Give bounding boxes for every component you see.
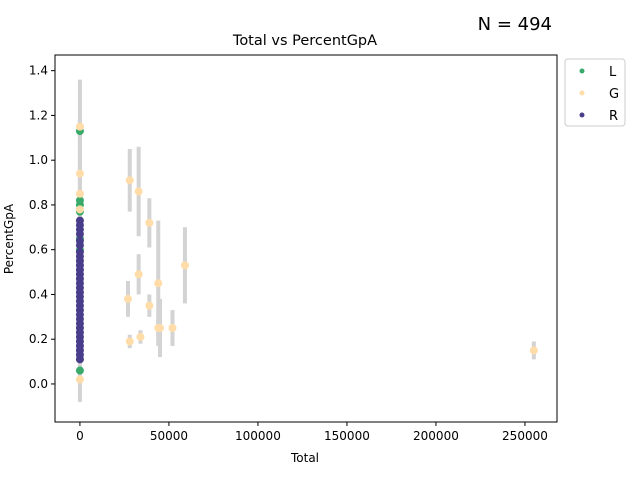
x-axis-label: Total (290, 451, 319, 465)
y-tick-label-1: 0.2 (29, 332, 48, 346)
point-R-3 (75, 230, 84, 239)
x-tick-label-4: 200000 (413, 429, 459, 443)
legend-box (564, 58, 626, 127)
legend-marker-R (579, 112, 585, 118)
point-L-6 (75, 366, 84, 375)
chart-title: Total vs PercentGpA (232, 33, 377, 49)
x-tick-label-2: 100000 (235, 429, 281, 443)
point-G-15 (168, 324, 177, 333)
x-tick-label-3: 150000 (324, 429, 370, 443)
sample-size-annotation: N = 494 (478, 14, 552, 35)
y-tick-label-4: 0.8 (29, 198, 48, 212)
legend: LGR (564, 58, 626, 127)
point-G-12 (180, 261, 189, 270)
x-tick-label-1: 50000 (150, 429, 188, 443)
point-G-16 (125, 337, 134, 346)
point-G-10 (145, 301, 154, 310)
point-G-5 (125, 176, 134, 185)
y-tick-label-0: 0.0 (29, 377, 48, 391)
point-G-9 (134, 270, 143, 279)
plot-area: 0 50000 100000 150000 200000 250000 0.0 0.2 0.4 0… (29, 54, 558, 443)
point-G-7 (145, 218, 154, 227)
point-G-0 (75, 122, 84, 131)
y-tick-label-7: 1.4 (29, 64, 48, 78)
point-G-6 (134, 187, 143, 196)
point-G-14 (156, 324, 165, 333)
point-R-5 (75, 241, 84, 250)
point-G-1 (75, 169, 84, 178)
y-tick-label-2: 0.4 (29, 287, 48, 301)
x-tick-label-0: 0 (76, 429, 84, 443)
x-tick-label-5: 250000 (502, 429, 548, 443)
y-tick-label-3: 0.6 (29, 243, 48, 257)
point-G-4 (75, 375, 84, 384)
legend-marker-L (579, 68, 585, 74)
y-axis-label: PercentGpA (2, 203, 16, 274)
legend-label-R: R (609, 109, 618, 124)
legend-marker-G (579, 90, 585, 96)
point-G-18 (529, 346, 538, 355)
point-G-17 (136, 332, 145, 341)
point-G-3 (75, 205, 84, 214)
y-tick-label-6: 1.2 (29, 108, 48, 122)
point-R-30 (75, 355, 84, 364)
legend-label-L: L (609, 65, 617, 80)
point-G-8 (123, 294, 132, 303)
point-G-11 (154, 279, 163, 288)
point-G-2 (75, 189, 84, 198)
y-tick-label-5: 1.0 (29, 153, 48, 167)
axes-frame (54, 54, 558, 423)
legend-label-G: G (609, 87, 619, 102)
